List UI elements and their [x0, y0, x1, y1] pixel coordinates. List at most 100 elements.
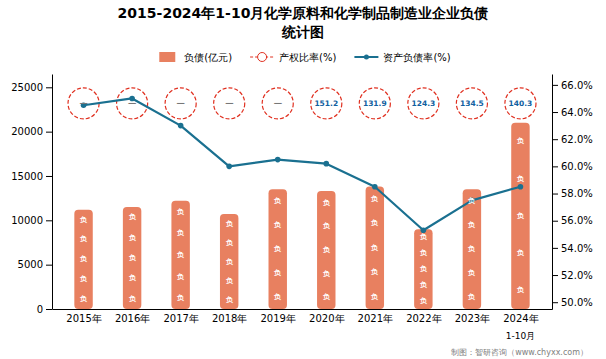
axis-line: [53, 309, 553, 310]
bar-symbol: 负: [322, 222, 331, 230]
tick-label: 5000: [18, 259, 43, 270]
bar-symbol: 负: [128, 234, 137, 242]
tick-mark: [552, 112, 558, 113]
tick-label: 2019年: [261, 313, 296, 324]
axis-line: [52, 75, 53, 310]
bar-symbol: 负: [516, 286, 525, 294]
bar-symbol: 负: [273, 245, 282, 253]
tick-label: 64.0%: [561, 107, 593, 118]
tick-label: 58.0%: [561, 188, 593, 199]
tick-label: 2021年: [358, 313, 393, 324]
bar-symbol: 负: [322, 270, 331, 278]
line-marker: [275, 157, 281, 163]
bar-symbol: 负: [322, 293, 331, 301]
tick-mark: [552, 166, 558, 167]
bar-symbol: 负: [79, 275, 88, 283]
legend-swatch: [159, 52, 175, 62]
bar-symbol: 负: [370, 195, 379, 203]
line: [84, 98, 521, 230]
bar-symbol: 负: [225, 296, 234, 304]
bar-symbol: 负: [370, 268, 379, 276]
bar-symbol: 负: [467, 245, 476, 253]
bar: [269, 189, 287, 309]
bar-symbol: 负: [128, 213, 137, 221]
bar-symbol: 负: [225, 220, 234, 228]
legend: 负债(亿元)产权比率(%)资产负债率(%): [159, 52, 451, 63]
tick-mark: [552, 194, 558, 195]
bar-symbol: 负: [128, 274, 137, 282]
tick-label: 2024年: [503, 313, 538, 324]
axis-line: [552, 75, 553, 310]
data-label: 151.2: [314, 99, 338, 108]
line-marker: [323, 161, 329, 167]
tick: 2022年: [406, 309, 441, 324]
x-axis: 2015年2016年2017年2018年2019年2020年2021年2022年…: [53, 309, 553, 324]
line-marker: [518, 184, 524, 190]
tick-mark: [46, 309, 52, 310]
y-axis: 0500010000150002000025000: [11, 75, 52, 315]
tick: 5000: [18, 259, 52, 270]
tick: 25000: [11, 82, 52, 93]
tick-mark: [552, 248, 558, 249]
tick-label: 2015年: [66, 313, 101, 324]
bar: [317, 191, 335, 309]
bar-symbol: 负: [467, 221, 476, 229]
plot-labels: 负负负负负负负负负负负负负负负负负负负负负负负负负负负负负负负负负负负负负负负负…: [79, 96, 533, 305]
tick: 0: [37, 304, 52, 315]
tick: 2019年: [261, 309, 296, 324]
bar-symbol: 负: [176, 273, 185, 281]
bar: [220, 214, 238, 309]
bar-symbol: 负: [419, 233, 428, 241]
tick: 2023年: [455, 309, 490, 324]
line-marker: [178, 123, 184, 129]
subtitle: 统计图: [281, 24, 324, 40]
tick: 2016年: [115, 309, 150, 324]
bar-symbol: 负: [322, 246, 331, 254]
bar-symbol: 负: [467, 269, 476, 277]
bar-symbol: 负: [176, 208, 185, 216]
data-label: −: [224, 96, 234, 110]
tick-label: 60.0%: [561, 161, 593, 172]
bar-symbol: 负: [79, 295, 88, 303]
tick-mark: [552, 85, 558, 86]
bar-symbol: 负: [128, 295, 137, 303]
bar-symbol: 负: [273, 293, 282, 301]
tick-mark: [46, 176, 52, 177]
bar-symbol: 负: [516, 175, 525, 183]
tick: 50.0%: [552, 297, 593, 308]
tick: 64.0%: [552, 107, 593, 118]
legend-item: 负债(亿元): [159, 52, 232, 63]
data-label: −: [176, 96, 186, 110]
label-circle: [408, 88, 439, 119]
line-marker: [226, 164, 232, 170]
tick: 10000: [11, 215, 52, 226]
data-label: −: [127, 96, 137, 110]
tick-label: 0: [37, 304, 43, 315]
tick-mark: [46, 87, 52, 88]
bar-symbol: 负: [176, 294, 185, 302]
bar-symbol: 负: [419, 281, 428, 289]
tick-label: 2017年: [163, 313, 198, 324]
bar-symbol: 负: [322, 199, 331, 207]
tick-label: 2022年: [406, 313, 441, 324]
legend-swatch: [364, 55, 369, 60]
tick-label: 62.0%: [561, 134, 593, 145]
bar-symbol: 负: [516, 249, 525, 257]
data-label: −: [79, 96, 89, 110]
bar-symbol: 负: [419, 297, 428, 305]
legend-swatch: [258, 53, 267, 62]
bar-symbol: 负: [225, 258, 234, 266]
tick-label: 52.0%: [561, 270, 593, 281]
bar: [74, 210, 92, 309]
bar-symbol: 负: [370, 293, 379, 301]
tick: 15000: [11, 171, 52, 182]
tick-label: 56.0%: [561, 215, 593, 226]
bar-symbol: 负: [419, 249, 428, 257]
data-label: 134.5: [460, 99, 484, 108]
annotation: 1-10月: [506, 331, 535, 341]
bar-symbol: 负: [176, 251, 185, 259]
legend-item: 产权比率(%): [250, 52, 336, 63]
tick-mark: [552, 221, 558, 222]
data-label: 140.3: [509, 99, 533, 108]
y2-axis: 50.0%52.0%54.0%56.0%58.0%60.0%62.0%64.0%…: [552, 75, 593, 310]
